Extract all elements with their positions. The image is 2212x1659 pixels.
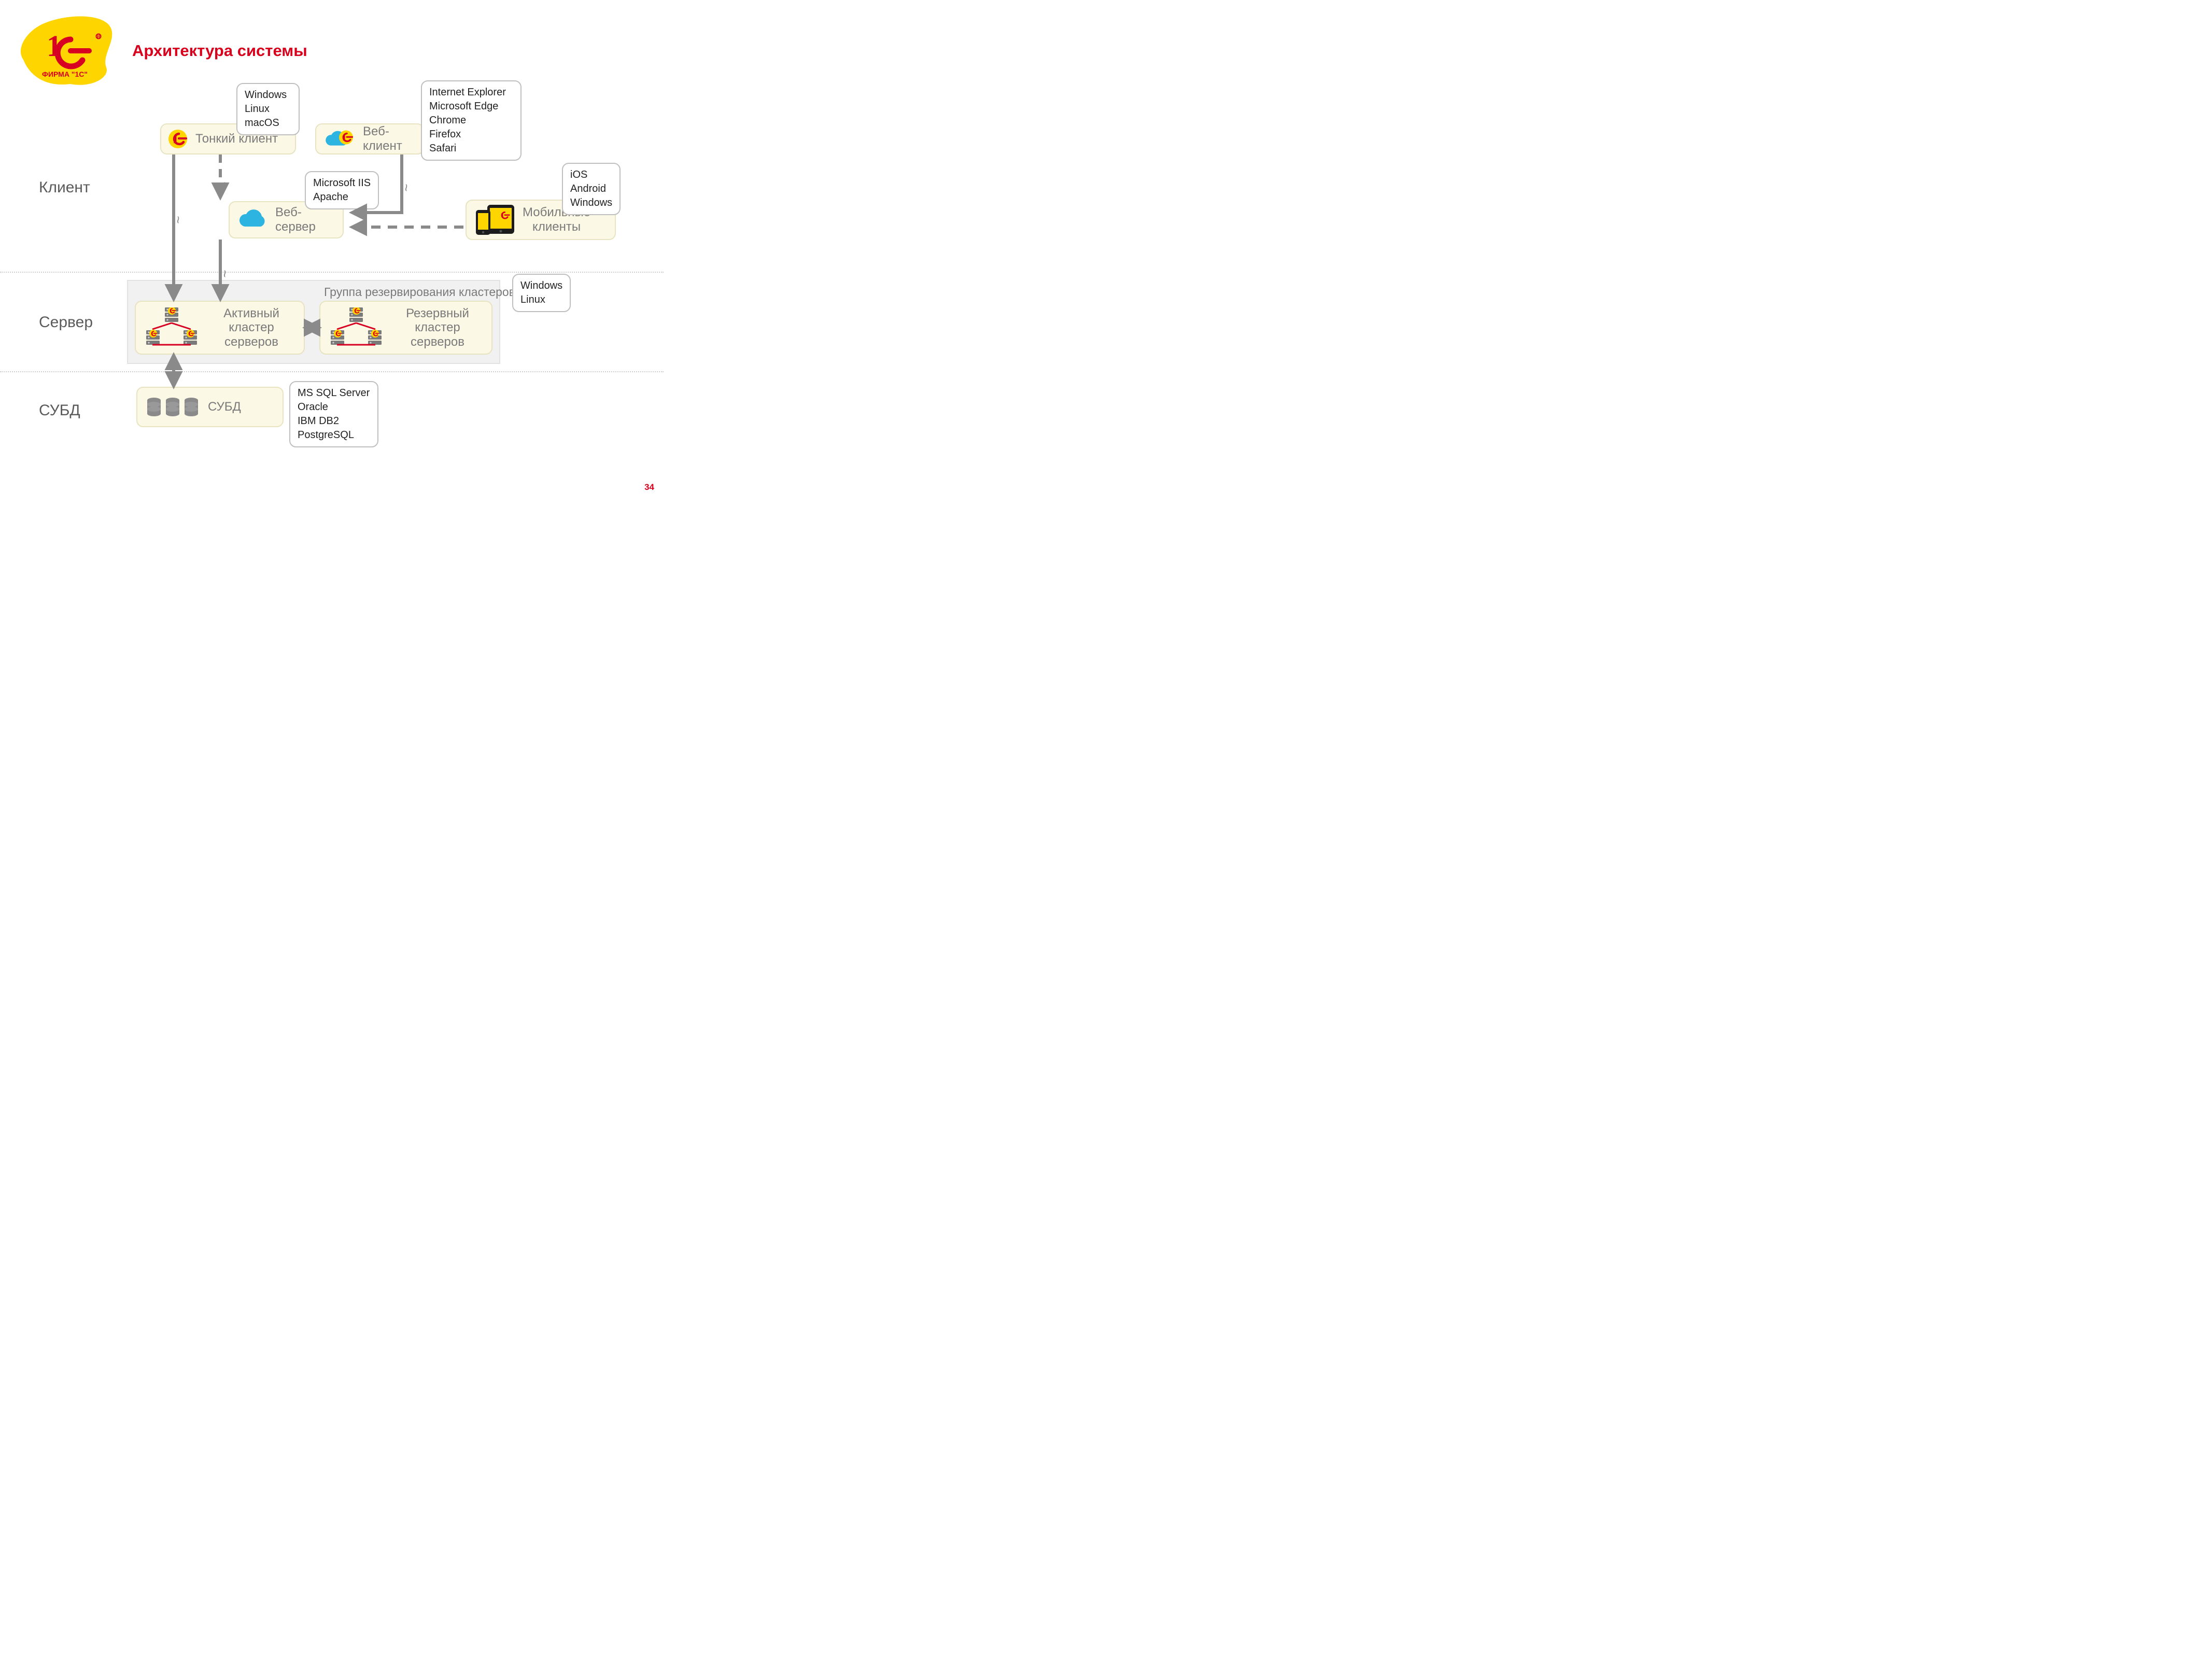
logo-subtext: ФИРМА "1С": [42, 70, 88, 78]
svg-text:~: ~: [399, 184, 414, 191]
annot-mobile-os: iOS Android Windows: [562, 163, 621, 215]
node-web-client: Веб-клиент: [315, 123, 424, 154]
node-label: СУБД: [208, 400, 241, 414]
tier-label-dbms: СУБД: [39, 402, 80, 419]
annot-web-server-software: Microsoft IIS Apache: [305, 171, 379, 209]
svg-text:~: ~: [171, 216, 186, 223]
svg-text:R: R: [97, 34, 101, 39]
logo-1c: 1 R ФИРМА "1С": [16, 10, 114, 88]
tier-label-client: Клиент: [39, 179, 90, 196]
cluster-icon: [143, 307, 200, 348]
cluster-icon: [328, 307, 385, 348]
node-label: Активный кластер серверов: [206, 306, 297, 349]
node-dbms: СУБД: [136, 387, 284, 427]
svg-text:~: ~: [217, 181, 233, 189]
annot-browsers: Internet Explorer Microsoft Edge Chrome …: [421, 80, 522, 161]
annot-server-os: Windows Linux: [512, 274, 571, 312]
1c-icon: [168, 129, 189, 149]
svg-text:~: ~: [217, 270, 233, 277]
database-icon: [145, 395, 202, 419]
mobile-devices-icon: 1: [474, 204, 516, 236]
node-reserve-cluster: Резервный кластер серверов: [319, 301, 492, 355]
node-label: Резервный кластер серверов: [391, 306, 484, 349]
separator-client-server: [0, 272, 664, 273]
cluster-group-title: Группа резервирования кластеров: [324, 285, 515, 299]
annot-db-engines: MS SQL Server Oracle IBM DB2 PostgreSQL: [289, 381, 378, 447]
annot-thin-client-os: Windows Linux macOS: [236, 83, 300, 135]
slide-stage: 1 R ФИРМА "1С" Архитектура системы Клиен…: [0, 0, 664, 498]
slide-title: Архитектура системы: [132, 41, 307, 60]
cloud-icon: [237, 208, 269, 232]
cloud-1c-icon: [323, 128, 357, 150]
node-active-cluster: Активный кластер серверов: [135, 301, 305, 355]
node-label: Веб-клиент: [363, 124, 416, 153]
page-number: 34: [644, 482, 654, 493]
node-label: Веб-сервер: [275, 205, 335, 234]
tier-label-server: Сервер: [39, 314, 93, 331]
separator-server-dbms: [0, 371, 664, 372]
